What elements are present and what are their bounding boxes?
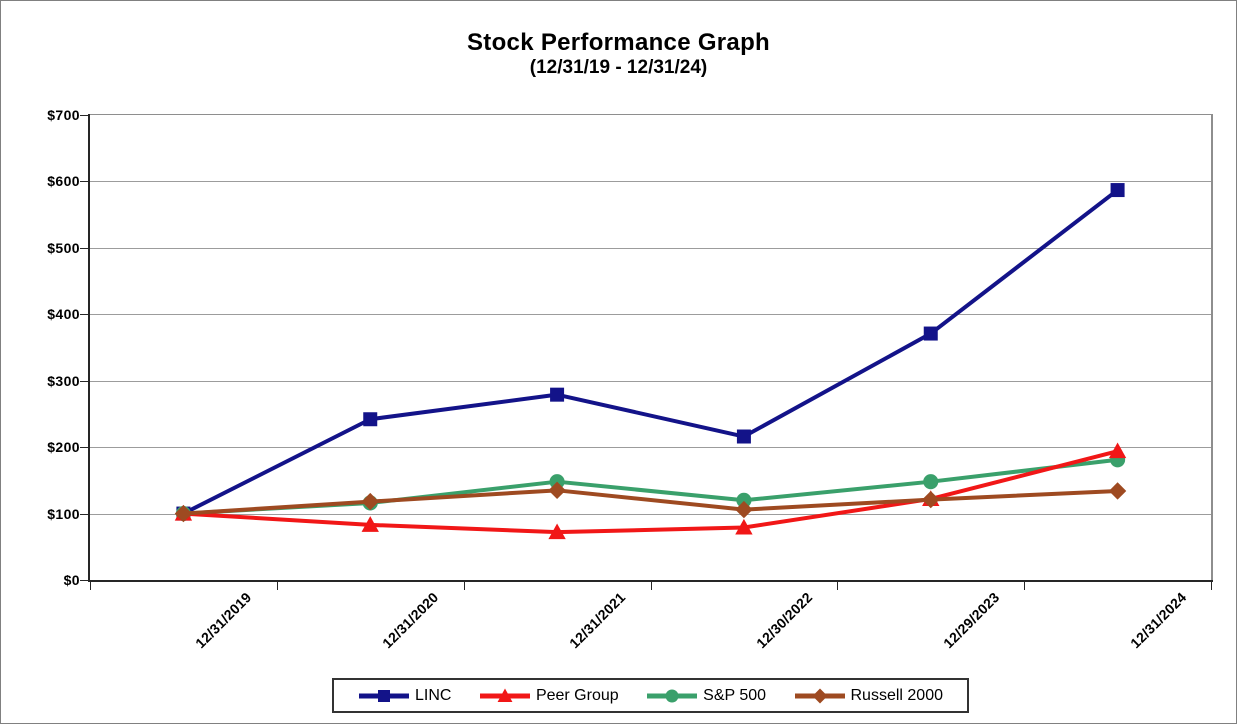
y-axis-tick — [80, 380, 88, 382]
diamond-marker — [812, 688, 827, 703]
x-axis-tick — [650, 582, 652, 590]
square-marker — [1110, 183, 1125, 198]
legend: LINC Peer Group S&P 500 Russell 2000 — [332, 678, 969, 713]
x-axis-line — [88, 580, 1213, 582]
gridline — [90, 247, 1211, 249]
square-marker — [923, 326, 938, 341]
triangle-marker — [735, 518, 753, 535]
legend-label: S&P 500 — [703, 686, 767, 704]
y-axis-tick-label: $500 — [47, 239, 80, 256]
legend-key-triangle-icon — [479, 688, 530, 702]
legend-item: Russell 2000 — [794, 686, 944, 705]
gridline — [90, 447, 1211, 449]
legend-item: LINC — [358, 687, 451, 705]
legend-key-circle-icon — [647, 689, 698, 702]
diamond-marker — [922, 490, 940, 509]
plot-border-right — [1211, 114, 1213, 581]
diamond-marker — [735, 500, 753, 519]
x-axis-tick — [90, 582, 91, 590]
x-axis-category-label: 12/31/2019 — [192, 589, 255, 652]
y-axis-tick — [80, 115, 88, 116]
y-axis-tick-label: $200 — [47, 439, 80, 456]
y-axis-tick — [80, 181, 88, 183]
circle-marker — [923, 474, 939, 490]
series-line-linc — [182, 188, 1119, 516]
y-axis-tick-label: $100 — [47, 505, 80, 522]
y-axis-tick — [80, 580, 88, 581]
x-axis-category-label: 12/31/2021 — [566, 589, 629, 652]
legend-item: S&P 500 — [646, 687, 766, 705]
y-axis-tick-label: $400 — [47, 306, 80, 323]
gridline — [90, 181, 1211, 183]
triangle-marker — [361, 516, 379, 532]
x-axis-tick — [1211, 582, 1212, 590]
y-axis-line — [88, 114, 90, 582]
chart-subtitle: (12/31/19 - 12/31/24) — [529, 57, 708, 78]
triangle-marker — [1108, 442, 1127, 459]
circle-marker — [736, 492, 752, 508]
square-marker — [736, 429, 751, 444]
legend-key-diamond-icon — [794, 688, 845, 703]
legend-label: Russell 2000 — [850, 686, 944, 704]
x-axis-category-label: 12/29/2023 — [939, 589, 1003, 652]
gridline — [90, 513, 1211, 515]
x-axis-tick — [837, 582, 839, 590]
square-marker — [378, 689, 390, 702]
diamond-marker — [174, 504, 193, 523]
y-axis-tick-label: $600 — [47, 173, 80, 190]
x-axis-tick — [1024, 582, 1026, 590]
y-axis-tick — [80, 447, 88, 449]
square-marker — [550, 387, 565, 402]
y-axis-tick-label: $300 — [47, 372, 80, 389]
series-line-peer-group — [183, 449, 1119, 535]
y-axis-tick — [80, 513, 88, 515]
y-axis-tick-label: $0 — [63, 572, 80, 588]
x-axis-category-label: 12/30/2022 — [752, 589, 816, 652]
x-axis-category-label: 12/31/2020 — [379, 589, 442, 652]
circle-marker — [665, 689, 679, 702]
chart-title: Stock Performance Graph — [467, 29, 770, 56]
diamond-marker — [1108, 482, 1127, 500]
gridline — [90, 314, 1211, 316]
gridline — [90, 380, 1211, 382]
legend-label: LINC — [415, 686, 452, 704]
y-axis-tick-label: $700 — [47, 107, 80, 123]
square-marker — [363, 412, 378, 427]
x-axis-tick — [276, 582, 278, 590]
series-plot — [174, 183, 1127, 540]
legend-key-square-icon — [359, 689, 409, 702]
x-axis-tick — [463, 582, 465, 590]
diamond-marker — [361, 492, 379, 511]
y-axis-tick — [80, 314, 88, 316]
legend-label: Peer Group — [535, 686, 619, 704]
triangle-marker — [548, 523, 566, 540]
y-axis-tick — [80, 247, 88, 249]
legend-item: Peer Group — [479, 687, 619, 705]
x-axis-category-label: 12/31/2024 — [1126, 589, 1189, 652]
triangle-marker — [497, 688, 513, 702]
series-line-russell-2000 — [183, 488, 1118, 516]
plot-border-top — [90, 114, 1213, 115]
